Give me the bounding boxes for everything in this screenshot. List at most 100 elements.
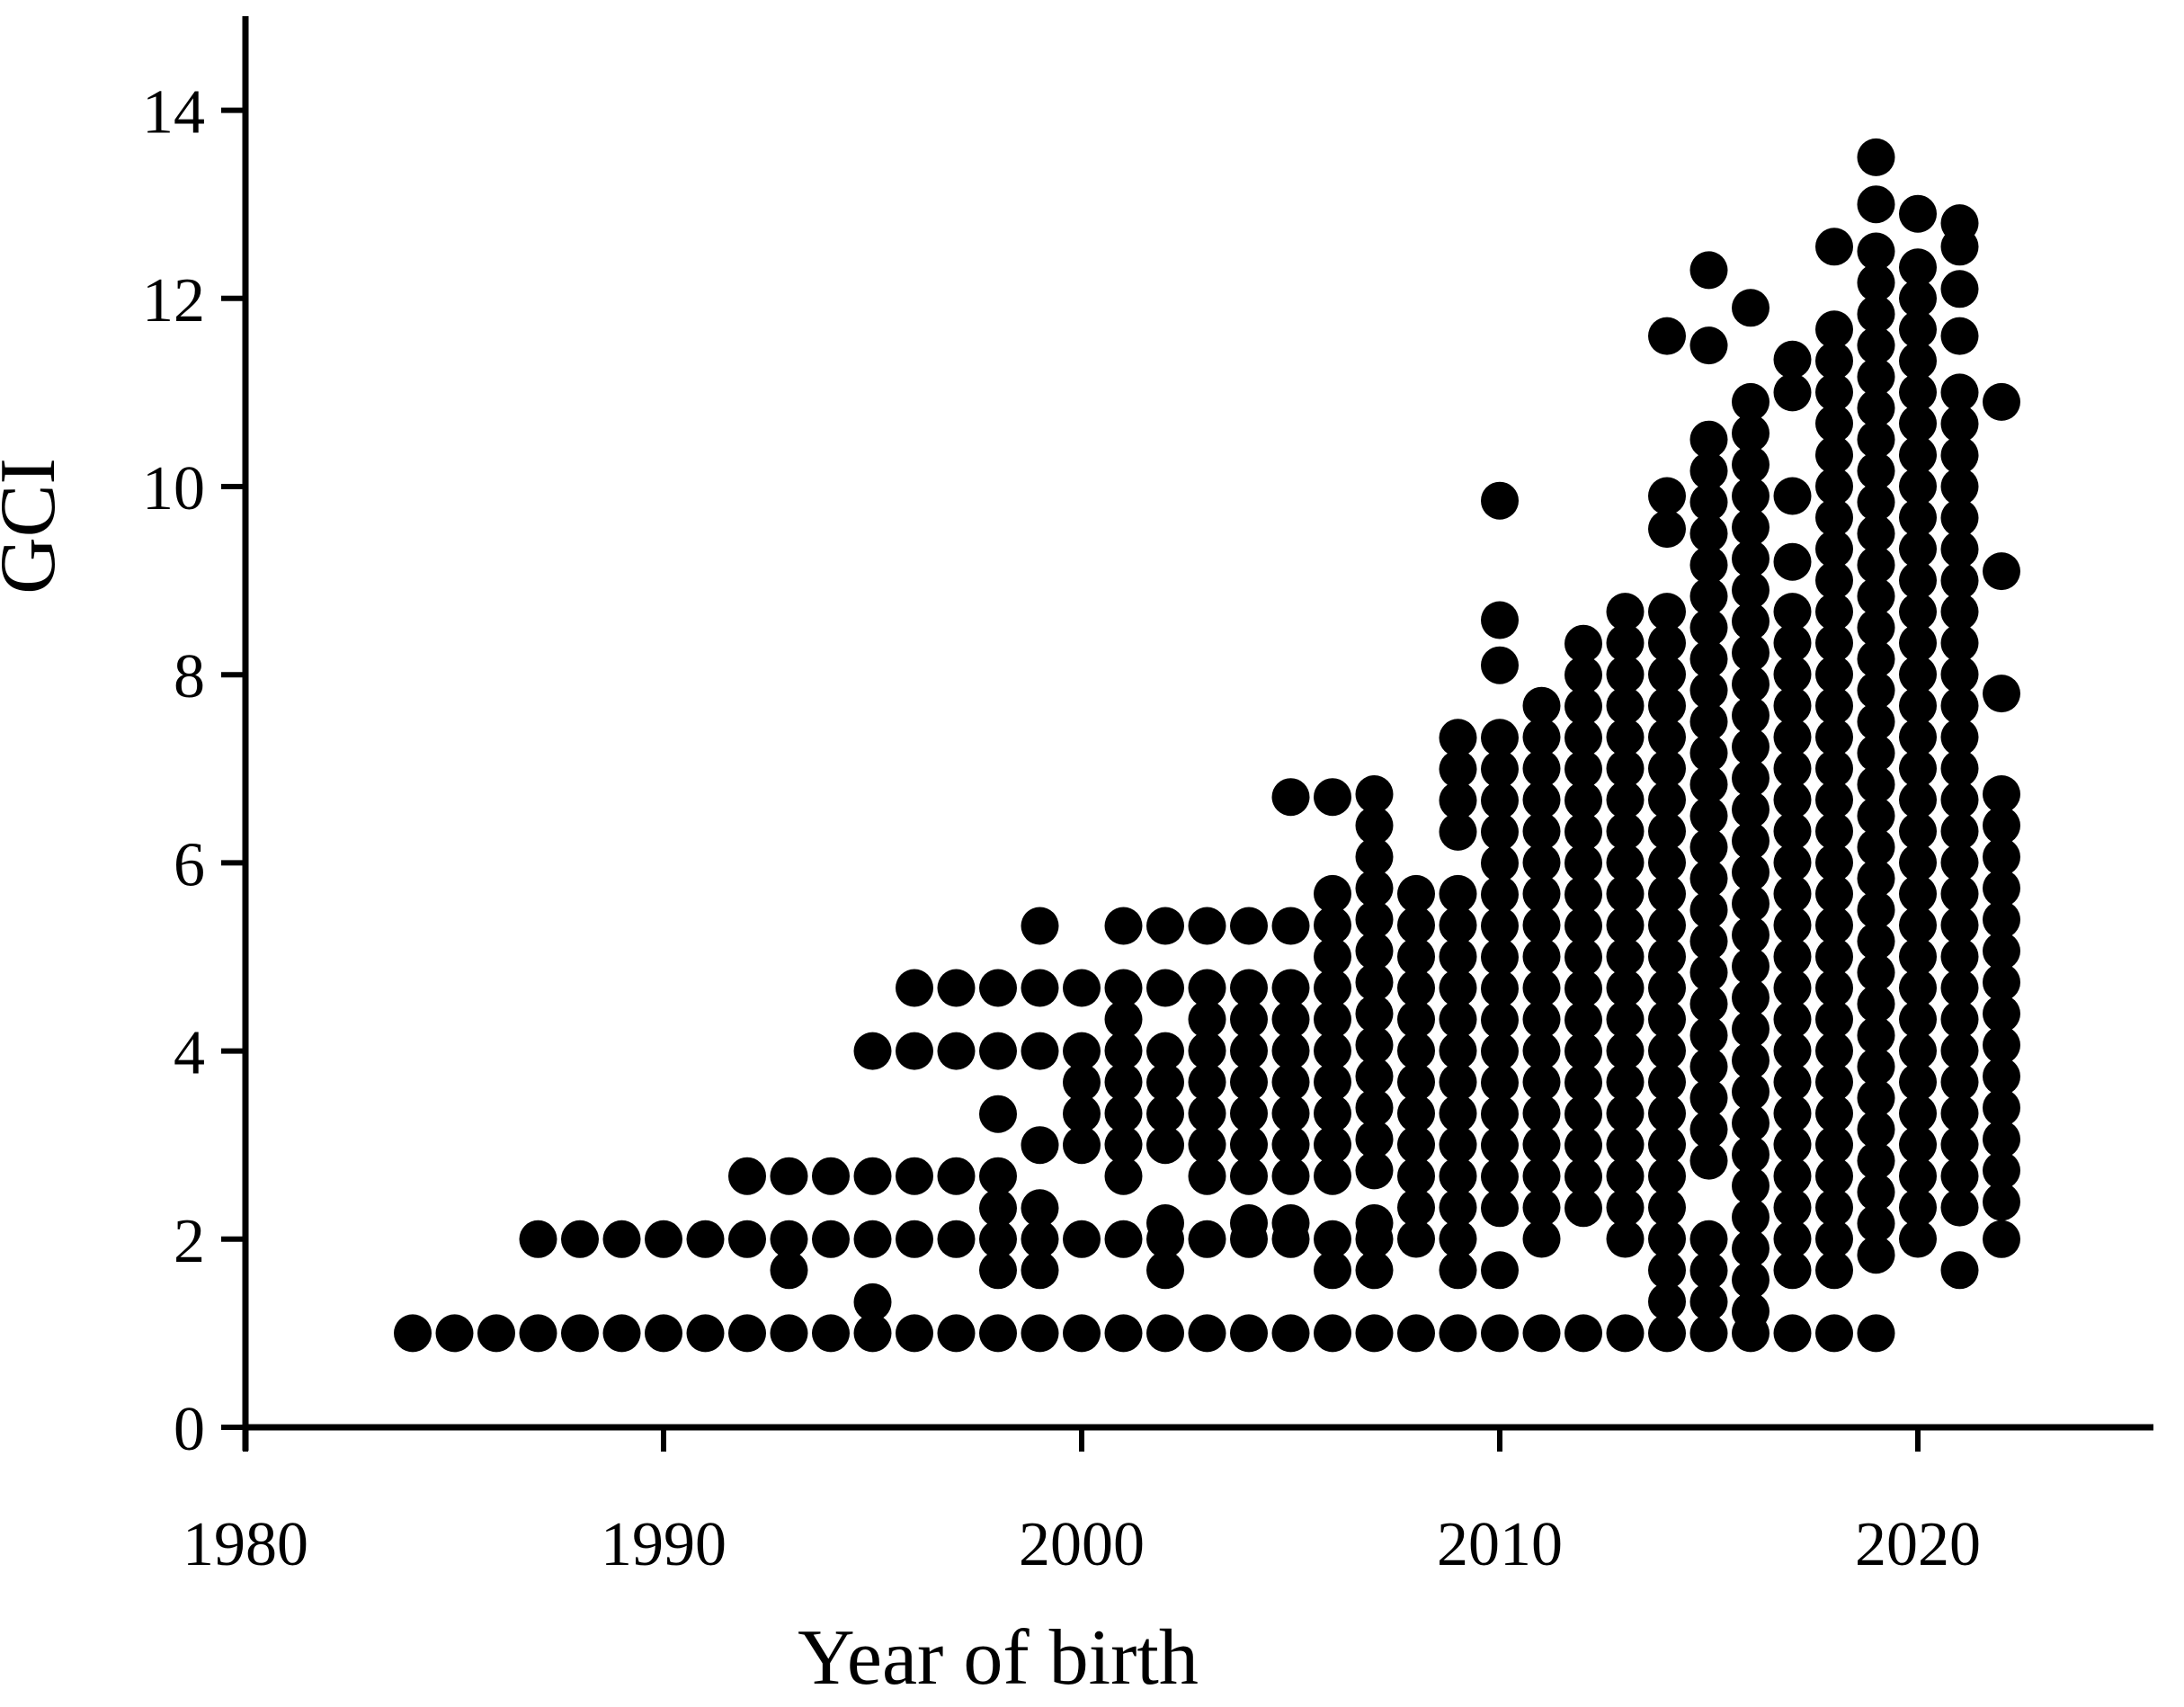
data-point: [1983, 995, 2020, 1033]
data-point: [1397, 1125, 1435, 1164]
data-point: [1983, 1088, 2020, 1127]
data-point: [1648, 1157, 1686, 1195]
data-point: [1355, 995, 1394, 1033]
data-point: [1648, 874, 1686, 913]
data-point: [1732, 1292, 1769, 1330]
data-point: [1983, 1183, 2020, 1221]
data-point: [979, 969, 1017, 1007]
data-point: [1522, 686, 1561, 725]
data-point: [1314, 1095, 1351, 1132]
data-point: [1481, 750, 1519, 789]
y-tick-label: 2: [174, 1207, 205, 1276]
data-point: [1230, 969, 1268, 1007]
data-point: [1940, 969, 1979, 1007]
data-point: [1314, 1125, 1351, 1164]
data-point: [1815, 718, 1853, 756]
data-point: [1689, 483, 1728, 522]
data-point: [1314, 778, 1351, 817]
data-point: [1522, 1000, 1561, 1039]
data-point: [1857, 1048, 1895, 1086]
data-point: [1481, 938, 1519, 977]
data-point: [1564, 1095, 1602, 1133]
data-point: [1522, 812, 1561, 851]
data-point: [1857, 264, 1895, 302]
data-point: [1815, 373, 1853, 412]
data-point: [1689, 546, 1728, 585]
data-point: [1773, 749, 1812, 788]
data-point: [1481, 1095, 1519, 1133]
data-points: [394, 138, 2020, 1353]
data-point: [1940, 874, 1979, 913]
data-point: [1732, 1104, 1769, 1142]
data-point: [1857, 859, 1895, 898]
data-point: [1857, 483, 1895, 522]
data-point: [1857, 922, 1895, 961]
data-point: [435, 1314, 474, 1353]
data-point: [1899, 686, 1937, 725]
data-point: [1606, 1220, 1645, 1258]
data-point: [1355, 1151, 1394, 1190]
data-point: [1940, 436, 1979, 475]
data-point: [1564, 624, 1602, 663]
data-point: [1146, 1063, 1184, 1102]
data-point: [1146, 1204, 1184, 1242]
data-point: [1815, 686, 1853, 725]
data-point: [1689, 953, 1728, 992]
data-point: [1773, 781, 1812, 819]
data-point: [1606, 937, 1645, 976]
data-point: [1983, 1026, 2020, 1064]
data-point: [1648, 718, 1686, 756]
data-point: [896, 1220, 933, 1258]
data-point: [1355, 1314, 1394, 1353]
data-point: [1857, 1016, 1895, 1055]
data-point: [1983, 837, 2020, 876]
data-point: [1857, 985, 1895, 1023]
data-point: [1940, 405, 1979, 443]
data-point: [979, 1314, 1017, 1353]
data-point: [1732, 1198, 1769, 1237]
data-point: [1940, 270, 1979, 308]
data-point: [1899, 248, 1937, 287]
data-point: [1021, 1189, 1059, 1228]
data-point: [1773, 718, 1812, 756]
data-point: [1940, 228, 1979, 266]
data-point: [1857, 1078, 1895, 1117]
data-point: [1857, 185, 1895, 224]
data-point: [1899, 342, 1937, 380]
data-point: [1439, 1188, 1477, 1227]
data-point: [1857, 546, 1895, 585]
data-point: [1481, 1189, 1519, 1228]
data-point: [1857, 828, 1895, 866]
data-point: [1271, 1314, 1310, 1353]
data-point: [1564, 812, 1602, 851]
data-point: [770, 1251, 808, 1290]
data-point: [1857, 295, 1895, 334]
data-point: [1606, 593, 1645, 631]
data-point: [1732, 414, 1769, 452]
data-point: [477, 1314, 515, 1353]
data-point: [1439, 812, 1477, 851]
data-point: [1773, 1188, 1812, 1227]
data-point: [1314, 1000, 1351, 1039]
data-point: [1522, 1095, 1561, 1132]
data-point: [1188, 1220, 1226, 1258]
data-point: [979, 1220, 1017, 1258]
data-point: [1940, 317, 1979, 355]
x-axis-title: Year of birth: [798, 1614, 1199, 1702]
data-point: [1021, 1251, 1059, 1290]
data-point: [1689, 1048, 1728, 1086]
y-axis-title: GCI: [0, 458, 72, 594]
data-point: [1606, 718, 1645, 756]
data-point: [1230, 1032, 1268, 1070]
data-point: [1564, 1032, 1602, 1070]
data-point: [1815, 435, 1853, 474]
data-point: [1146, 1126, 1184, 1165]
data-point: [1732, 759, 1769, 798]
data-point: [1899, 1095, 1937, 1132]
data-point: [561, 1314, 599, 1353]
data-point: [1815, 467, 1853, 505]
data-point: [1773, 1095, 1812, 1132]
data-point: [1104, 1063, 1143, 1102]
data-point: [1983, 963, 2020, 1002]
data-point: [1271, 1204, 1310, 1242]
